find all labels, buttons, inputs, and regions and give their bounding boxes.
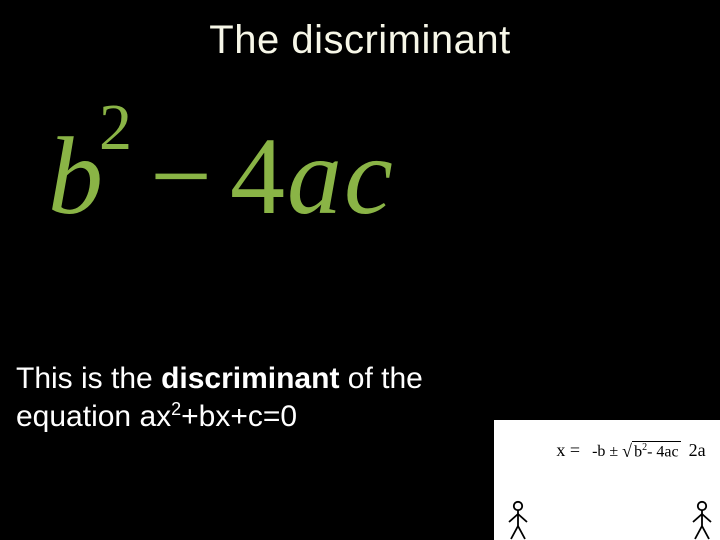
body-l2-exp: 2	[171, 399, 181, 419]
formula-b: b	[48, 115, 105, 237]
body-l1-bold: discriminant	[161, 362, 339, 395]
slide-title: The discriminant	[0, 0, 720, 63]
stick-figure-right-icon	[690, 500, 714, 540]
stick-figure-left-icon	[506, 500, 530, 540]
formula-c: c	[344, 115, 395, 237]
qf-fraction: -b ± √b2- 4ac 2a	[588, 440, 706, 461]
formula-minus: −	[150, 115, 214, 237]
body-l1-suffix: of the	[339, 362, 422, 395]
quadratic-formula-inset: x = -b ± √b2- 4ac 2a	[494, 420, 720, 540]
body-l2-suffix: +bx+c=0	[181, 400, 297, 433]
body-l1-prefix: This is the	[16, 362, 161, 395]
qf-num-left: -b ±	[592, 443, 618, 460]
formula-exponent: 2	[99, 91, 134, 164]
body-text: This is the discriminant of the equation…	[16, 360, 423, 435]
formula-four: 4	[230, 115, 287, 237]
body-line-1: This is the discriminant of the	[16, 360, 423, 398]
qf-rad-rest: - 4ac	[647, 443, 679, 460]
qf-denominator: 2a	[689, 438, 706, 460]
formula-container: b2−4ac	[0, 121, 720, 231]
qf-radicand: b2- 4ac	[632, 441, 681, 461]
qf-numerator: -b ± √b2- 4ac	[588, 443, 689, 462]
quadratic-formula: x = -b ± √b2- 4ac 2a	[556, 440, 706, 461]
discriminant-formula: b2−4ac	[48, 121, 720, 231]
body-l2-prefix: equation ax	[16, 400, 171, 433]
qf-x-equals: x =	[556, 440, 580, 461]
sqrt-icon: √	[622, 441, 632, 462]
body-line-2: equation ax2+bx+c=0	[16, 398, 423, 436]
qf-rad-b: b	[634, 443, 642, 460]
formula-a: a	[287, 115, 344, 237]
